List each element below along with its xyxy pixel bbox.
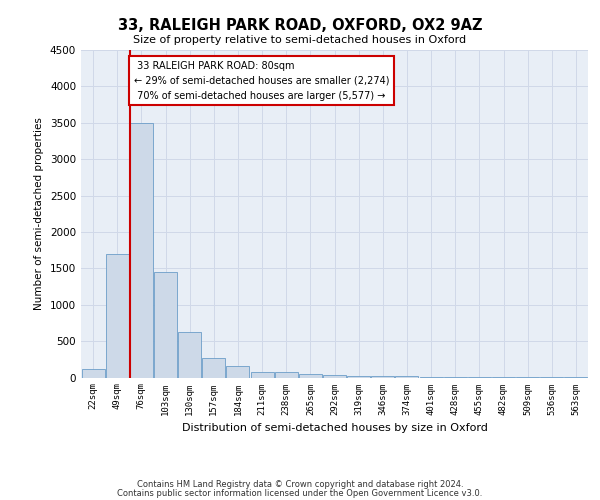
Y-axis label: Number of semi-detached properties: Number of semi-detached properties	[34, 118, 44, 310]
Bar	[251, 372, 274, 378]
Bar	[371, 376, 394, 378]
Bar	[347, 376, 370, 378]
Text: 33 RALEIGH PARK ROAD: 80sqm 
← 29% of semi-detached houses are smaller (2,274)
 : 33 RALEIGH PARK ROAD: 80sqm ← 29% of sem…	[134, 61, 389, 100]
Bar	[226, 366, 250, 378]
Text: Contains public sector information licensed under the Open Government Licence v3: Contains public sector information licen…	[118, 489, 482, 498]
Bar	[395, 376, 418, 378]
X-axis label: Distribution of semi-detached houses by size in Oxford: Distribution of semi-detached houses by …	[182, 423, 487, 433]
Text: 33, RALEIGH PARK ROAD, OXFORD, OX2 9AZ: 33, RALEIGH PARK ROAD, OXFORD, OX2 9AZ	[118, 18, 482, 32]
Bar	[82, 370, 104, 378]
Text: Contains HM Land Registry data © Crown copyright and database right 2024.: Contains HM Land Registry data © Crown c…	[137, 480, 463, 489]
Bar	[419, 377, 443, 378]
Bar	[444, 377, 467, 378]
Bar	[202, 358, 225, 378]
Text: Size of property relative to semi-detached houses in Oxford: Size of property relative to semi-detach…	[133, 35, 467, 45]
Bar	[299, 374, 322, 378]
Bar	[130, 123, 153, 378]
Bar	[154, 272, 177, 378]
Bar	[275, 372, 298, 378]
Bar	[106, 254, 128, 378]
Bar	[178, 332, 201, 378]
Bar	[323, 375, 346, 378]
